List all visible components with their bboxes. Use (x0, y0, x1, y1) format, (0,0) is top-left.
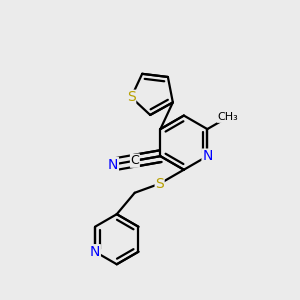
Text: N: N (202, 149, 212, 163)
Text: S: S (127, 90, 136, 104)
Text: S: S (155, 177, 164, 191)
Text: CH₃: CH₃ (217, 112, 238, 122)
Text: C: C (130, 154, 139, 167)
Text: N: N (108, 158, 119, 172)
Text: N: N (90, 245, 100, 259)
